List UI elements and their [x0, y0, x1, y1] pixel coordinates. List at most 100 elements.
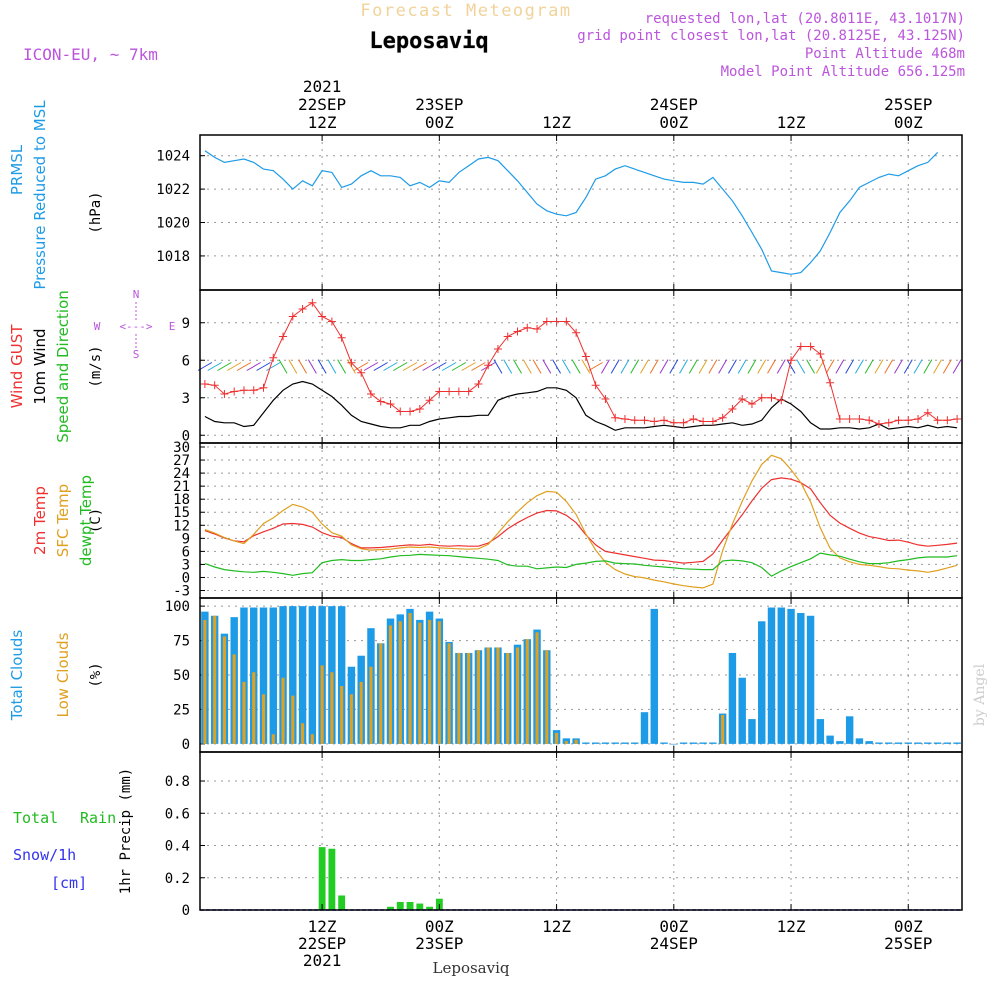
- y-tick-label: 9: [182, 531, 190, 547]
- total-cloud-bar: [631, 742, 639, 744]
- panel-4: 0 25 50 75 100 (%) Total Clouds Low Clouds: [8, 597, 963, 753]
- total-cloud-bar: [670, 743, 678, 745]
- wind-direction-arrow: [864, 359, 874, 374]
- gust-marker: [298, 305, 307, 313]
- y-tick-label: 50: [173, 668, 190, 684]
- unit-label: (%): [88, 662, 104, 687]
- gust-marker: [327, 317, 336, 326]
- series-line-10m-wind: [204, 380, 958, 431]
- y-tick-label: 0: [182, 428, 190, 444]
- gust-marker: [542, 317, 551, 326]
- low-cloud-bar: [203, 619, 207, 744]
- y-tick-label: 30: [173, 440, 190, 456]
- gust-marker: [230, 387, 239, 396]
- gust-marker: [914, 415, 923, 423]
- grid-coords: grid point closest lon,lat (20.8125E, 43…: [577, 28, 965, 44]
- bottom-axis-label: 00Z: [894, 917, 923, 936]
- gust-marker: [943, 416, 952, 425]
- wind-direction-arrow: [952, 359, 962, 374]
- gust-marker: [816, 350, 825, 358]
- gust-marker: [699, 417, 708, 426]
- gust-marker: [865, 416, 874, 425]
- low-cloud-bar: [349, 694, 353, 744]
- low-cloud-bar: [271, 734, 275, 744]
- model-altitude: Model Point Altitude 656.125m: [721, 64, 965, 80]
- low-cloud-bar: [222, 636, 226, 744]
- gust-marker: [728, 405, 737, 413]
- top-axis-label: 00Z: [659, 113, 688, 132]
- total-cloud-bar: [875, 742, 883, 744]
- gust-marker: [874, 420, 883, 428]
- wind-direction-arrow: [354, 362, 369, 371]
- legend-label: Speed and Direction: [54, 290, 72, 443]
- legend-label: 10m Wind: [31, 328, 49, 404]
- legend-label: [cm]: [51, 874, 87, 892]
- low-cloud-bar: [213, 615, 217, 744]
- wind-direction-arrow: [903, 359, 913, 374]
- panel-1: 1018 1020 1022 1024 (hPa) PRMSL Pressure Reduc…: [8, 100, 963, 291]
- wind-direction-arrow: [402, 362, 418, 371]
- gust-marker: [220, 390, 229, 398]
- low-cloud-bar: [555, 732, 559, 744]
- gust-marker: [572, 328, 581, 337]
- gust-marker: [611, 413, 620, 422]
- gust-marker: [347, 358, 356, 367]
- top-axis-label: 23SEP: [415, 95, 463, 114]
- gust-marker: [640, 416, 649, 425]
- total-cloud-bar: [758, 621, 766, 744]
- gust-marker: [445, 387, 454, 396]
- product-title: Forecast Meteogram: [360, 1, 571, 21]
- low-cloud-bar: [320, 665, 324, 744]
- gust-marker: [493, 345, 502, 353]
- gust-marker: [777, 396, 786, 405]
- bottom-axis-label: 12Z: [542, 917, 571, 936]
- low-cloud-bar: [388, 625, 393, 744]
- rain-bar: [387, 906, 394, 910]
- legend-label: 2m Temp: [31, 486, 49, 555]
- gust-marker: [376, 397, 385, 406]
- gust-marker: [855, 415, 864, 423]
- unit-label: (m/s): [88, 345, 104, 387]
- bottom-axis-label: 23SEP: [415, 934, 463, 953]
- gust-marker: [601, 395, 610, 403]
- legend-label: Low Clouds: [54, 632, 72, 717]
- gust-marker: [826, 378, 835, 387]
- legend-label: Rain: [80, 809, 116, 827]
- wind-direction-arrow: [337, 359, 347, 374]
- wind-direction-arrow: [441, 362, 457, 371]
- wind-direction-arrow: [845, 359, 855, 374]
- y-tick-label: 1024: [156, 149, 190, 165]
- low-cloud-bar: [369, 666, 373, 744]
- gust-marker: [884, 418, 893, 427]
- gust-marker: [845, 415, 854, 423]
- wind-direction-arrow: [307, 359, 317, 374]
- panel-frame: [199, 751, 963, 911]
- y-tick-label: 0: [182, 903, 190, 919]
- gust-marker: [933, 416, 942, 425]
- low-cloud-bar: [408, 613, 412, 744]
- low-cloud-bar: [486, 647, 490, 744]
- bottom-axis-label: 2021: [303, 951, 342, 970]
- gust-marker: [406, 407, 415, 416]
- bottom-axis-label: 24SEP: [650, 934, 698, 953]
- total-cloud-bar: [806, 615, 815, 744]
- gust-marker: [923, 408, 932, 417]
- total-cloud-bar: [601, 742, 610, 744]
- rain-bar: [318, 847, 326, 910]
- gust-marker: [562, 317, 571, 326]
- wind-direction-arrow: [649, 359, 659, 374]
- y-tick-label: 0.6: [165, 806, 190, 822]
- bottom-axis-label: 12Z: [308, 917, 337, 936]
- total-cloud-bar: [279, 606, 287, 744]
- wind-direction-arrow: [884, 359, 894, 374]
- total-cloud-bar: [259, 607, 268, 744]
- gust-marker: [533, 325, 542, 333]
- y-tick-label: 3: [182, 391, 190, 407]
- wind-direction-arrow: [217, 362, 232, 371]
- wind-direction-arrow: [561, 359, 571, 374]
- gust-marker: [669, 418, 678, 427]
- wind-direction-arrow: [669, 359, 679, 374]
- gust-marker: [708, 417, 717, 426]
- series-line-wind-gust: [204, 302, 958, 425]
- legend-label: Pressure Reduced to MSL: [31, 100, 49, 290]
